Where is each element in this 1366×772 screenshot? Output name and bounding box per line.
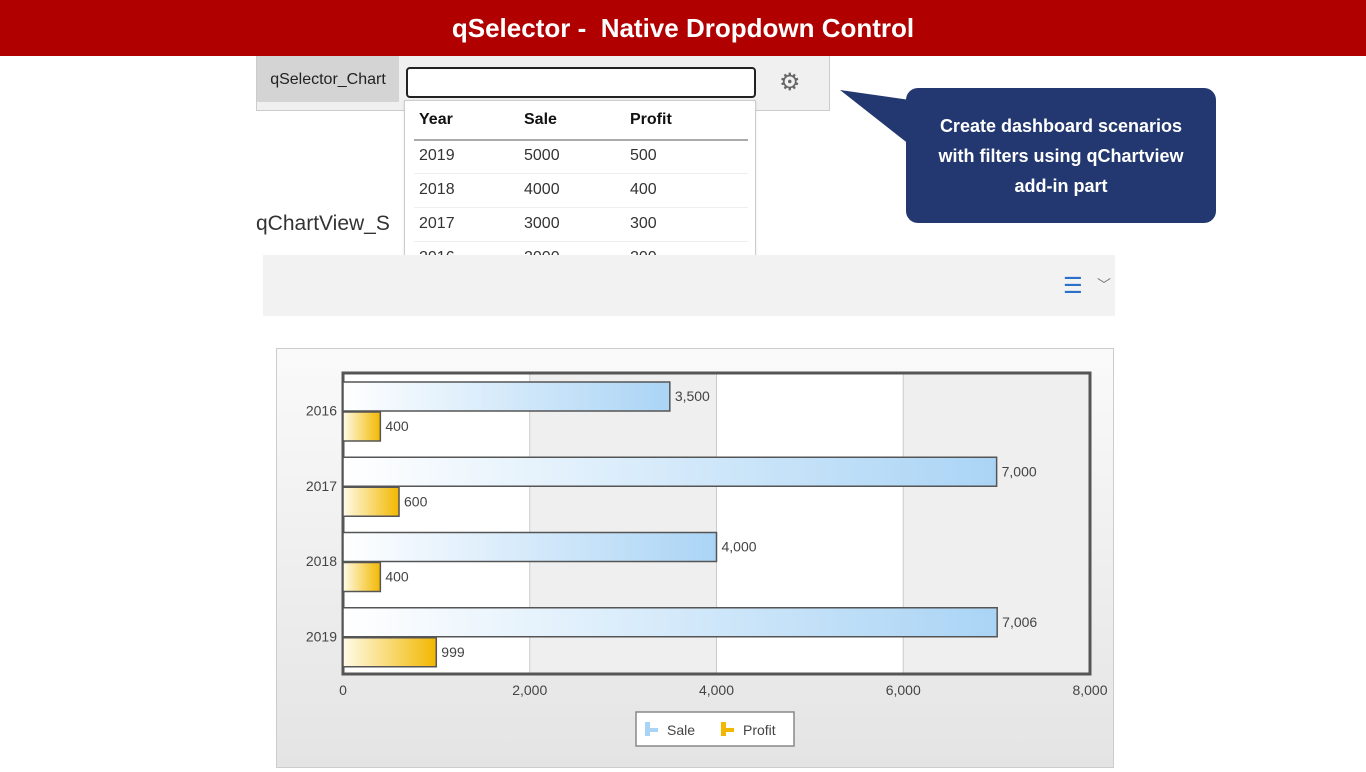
y-tick-label: 2017 — [306, 478, 337, 494]
cell-year: 2019 — [419, 147, 455, 164]
gear-icon[interactable]: ⚙ — [779, 69, 801, 96]
legend-icon-profit — [726, 728, 734, 732]
column-header: Profit — [630, 111, 672, 128]
bar-profit — [342, 561, 382, 593]
chevron-down-icon[interactable]: ﹀ — [1097, 277, 1111, 293]
dropdown-option[interactable]: 2019 5000 500 — [414, 139, 748, 174]
selector-label: qSelector_Chart — [257, 56, 399, 102]
data-label: 4,000 — [722, 539, 757, 555]
legend-icon-sale — [645, 722, 650, 736]
data-label: 400 — [385, 569, 409, 585]
bar-profit — [342, 637, 438, 668]
bar-sale — [342, 456, 998, 487]
callout-text: Create dashboard scenarios with filters … — [938, 115, 1184, 196]
x-tick-label: 6,000 — [886, 682, 921, 698]
bar-sale — [342, 607, 998, 638]
bar-profit — [342, 411, 382, 442]
x-tick-label: 2,000 — [512, 682, 547, 698]
data-label: 3,500 — [675, 388, 710, 404]
y-tick-label: 2016 — [306, 403, 337, 419]
legend-box — [635, 711, 795, 747]
callout-box: Create dashboard scenarios with filters … — [906, 88, 1216, 223]
data-label: 999 — [441, 644, 465, 660]
qselector-control: qSelector_Chart ⚙ — [256, 56, 830, 111]
page-header: qSelector - Native Dropdown Control — [0, 0, 1366, 56]
legend-icon-profit — [721, 722, 726, 736]
cell-sale: 4000 — [524, 181, 560, 198]
cell-year: 2018 — [419, 181, 455, 198]
column-header: Sale — [524, 111, 557, 128]
dropdown-header: Year Sale Profit — [414, 103, 748, 141]
cell-year: 2017 — [419, 215, 455, 232]
cell-profit: 400 — [630, 181, 657, 198]
legend-label: Profit — [743, 722, 776, 738]
x-tick-label: 4,000 — [699, 682, 734, 698]
dropdown-list: Year Sale Profit 2019 5000 500 2018 4000… — [404, 100, 756, 278]
x-tick-label: 8,000 — [1072, 682, 1107, 698]
legend-label: Sale — [667, 722, 695, 738]
cell-profit: 300 — [630, 215, 657, 232]
dropdown-option[interactable]: 2017 3000 300 — [414, 207, 748, 242]
hamburger-icon[interactable]: ☰ — [1063, 273, 1083, 298]
plot-border — [341, 371, 1092, 676]
data-label: 600 — [404, 493, 428, 509]
cell-sale: 5000 — [524, 147, 560, 164]
legend-icon-sale — [650, 728, 658, 732]
x-tick-label: 0 — [339, 682, 347, 698]
chart-container: 0 2,000 4,000 6,000 8,000 2016 3,500 400 2017 7,0… — [276, 348, 1114, 768]
bar-sale — [342, 381, 671, 412]
chart-toolbar: ☰ ﹀ — [263, 255, 1115, 316]
data-label: 400 — [385, 418, 409, 434]
legend: Sale Profit — [635, 711, 795, 747]
data-label: 7,000 — [1002, 463, 1037, 479]
bar-profit — [342, 486, 400, 517]
callout-tail — [840, 90, 910, 145]
bar-chart: 0 2,000 4,000 6,000 8,000 2016 3,500 400 2017 7,0… — [306, 371, 1108, 747]
data-label: 7,006 — [1002, 614, 1037, 630]
y-tick-label: 2019 — [306, 628, 337, 644]
bar-sale — [342, 531, 718, 563]
chart-view-title: qChartView_S — [256, 212, 390, 235]
dropdown-option[interactable]: 2018 4000 400 — [414, 173, 748, 208]
cell-profit: 500 — [630, 147, 657, 164]
y-tick-label: 2018 — [306, 553, 337, 569]
selector-dropdown-input[interactable] — [406, 67, 756, 98]
column-header: Year — [419, 111, 453, 128]
cell-sale: 3000 — [524, 215, 560, 232]
